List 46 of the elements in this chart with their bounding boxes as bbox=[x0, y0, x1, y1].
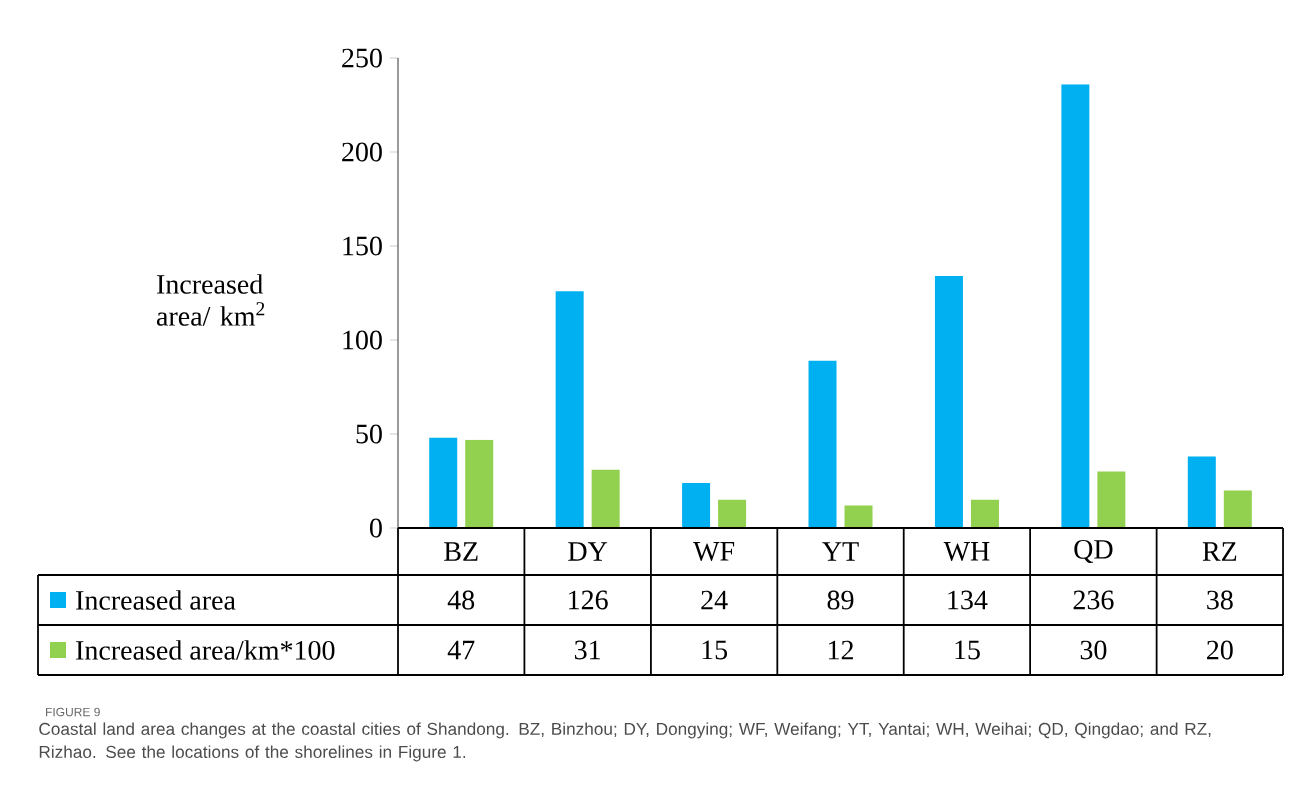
bar bbox=[1187, 456, 1216, 529]
y-tick-label: 0 bbox=[370, 518, 382, 538]
y-tick-label: 150 bbox=[343, 236, 382, 256]
x-tick-label: YT bbox=[822, 542, 859, 561]
y-axis-title: Increased area/ km$^{2}$ bbox=[156, 274, 265, 326]
data-label: 15 bbox=[955, 640, 980, 660]
bar bbox=[970, 499, 999, 529]
bar bbox=[718, 499, 747, 529]
data-label: 48 bbox=[447, 590, 475, 610]
bar bbox=[591, 469, 620, 529]
data-label: 24 bbox=[701, 590, 728, 610]
legend-label: Increased area/km*100 bbox=[76, 640, 335, 660]
bar bbox=[844, 505, 873, 529]
data-label: 15 bbox=[702, 640, 728, 660]
data-label: 31 bbox=[574, 640, 600, 660]
data-label: 134 bbox=[948, 590, 988, 610]
x-tick-label: QD bbox=[1074, 539, 1113, 564]
bar bbox=[1223, 490, 1252, 529]
data-label: 38 bbox=[1207, 590, 1233, 610]
bar bbox=[429, 437, 458, 529]
data-label: 12 bbox=[828, 640, 853, 660]
x-tick-label: DY bbox=[568, 542, 608, 561]
bar bbox=[1061, 84, 1090, 529]
data-label: 89 bbox=[827, 590, 854, 610]
x-tick-label: BZ bbox=[444, 542, 478, 561]
data-label: 126 bbox=[569, 590, 608, 610]
y-tick-label: 200 bbox=[342, 142, 382, 162]
data-label: 20 bbox=[1207, 640, 1233, 660]
data-label: 30 bbox=[1080, 640, 1107, 660]
x-tick-label: RZ bbox=[1202, 542, 1237, 561]
caption: FIGURE 9 bbox=[46, 707, 100, 717]
x-tick-label: WH bbox=[943, 542, 990, 561]
bar bbox=[555, 291, 584, 529]
text: Coastal land area changes at the coastal cities of Shandong. BZ, Binzhou; DY, Dongying; WF, Weifang; YT, Yantai; WH, Weihai; QD, Qingdao; and RZ, Rizhao. See the locations of the shorelines in Figure 1. bbox=[39, 722, 1211, 762]
bar bbox=[934, 276, 963, 529]
bar bbox=[465, 439, 494, 529]
bar bbox=[1097, 471, 1126, 529]
bar bbox=[682, 482, 711, 529]
x-tick-label: WF bbox=[693, 542, 735, 561]
y-tick-label: 50 bbox=[356, 424, 382, 444]
y-tick-label: 100 bbox=[343, 330, 382, 350]
data-label: 236 bbox=[1073, 590, 1114, 610]
y-tick-label: 250 bbox=[342, 48, 382, 68]
bar bbox=[808, 360, 837, 529]
data-label: 47 bbox=[447, 640, 475, 660]
legend-label: Increased area bbox=[76, 590, 236, 610]
